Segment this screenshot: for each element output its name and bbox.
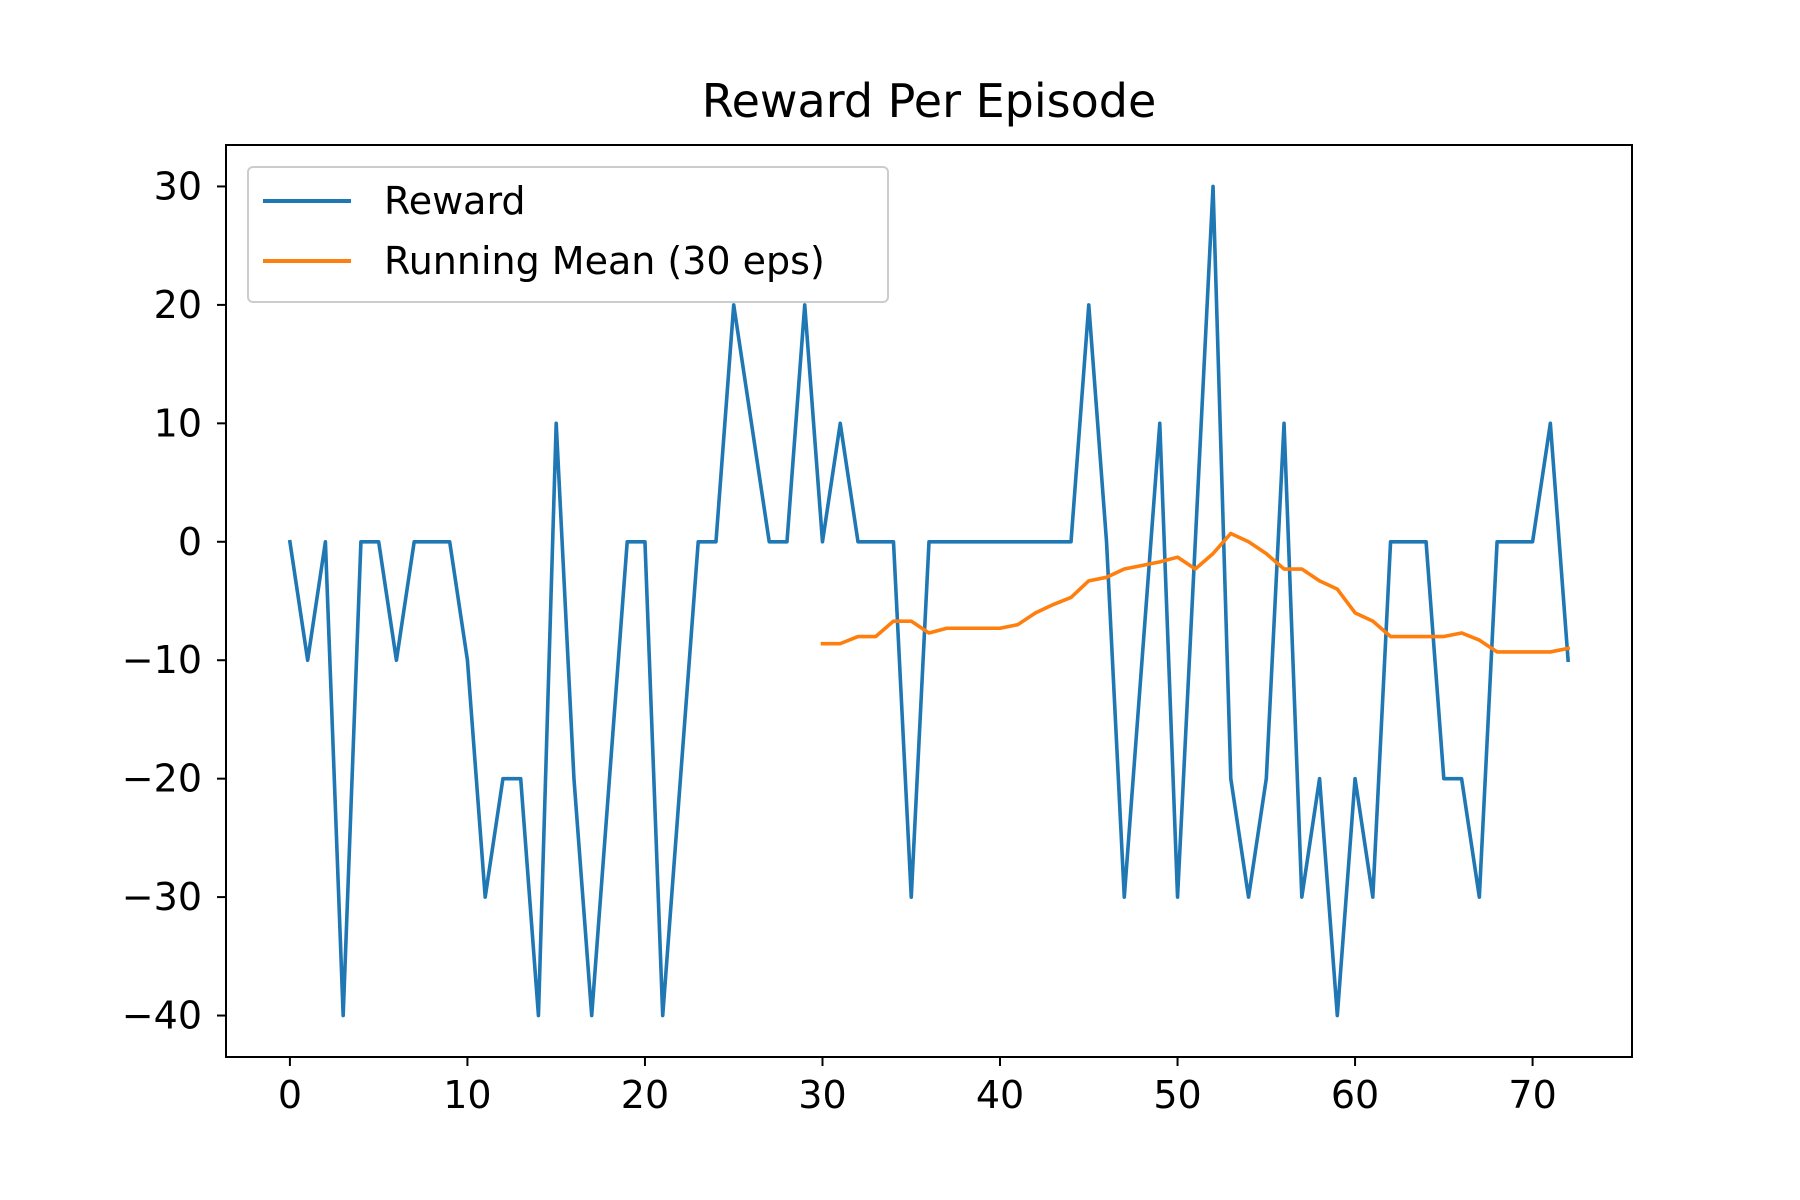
legend-label: Running Mean (30 eps) xyxy=(384,239,825,283)
y-tick-label: −30 xyxy=(122,875,202,919)
legend: Reward Running Mean (30 eps) xyxy=(247,166,889,303)
x-tick-label: 0 xyxy=(278,1073,302,1117)
x-tick-label: 60 xyxy=(1331,1073,1379,1117)
y-tick-label: 10 xyxy=(154,401,202,445)
legend-box xyxy=(247,166,889,303)
chart-title: Reward Per Episode xyxy=(702,74,1157,128)
series-line-reward xyxy=(287,184,1571,1018)
y-tick-label: 20 xyxy=(154,283,202,327)
y-tick-label: −20 xyxy=(122,757,202,801)
y-tick-label: 0 xyxy=(178,520,202,564)
x-tick-label: 30 xyxy=(798,1073,846,1117)
x-tick-label: 40 xyxy=(976,1073,1024,1117)
x-tick-label: 50 xyxy=(1153,1073,1201,1117)
plot-area xyxy=(287,184,1571,1018)
y-tick-label: 30 xyxy=(154,164,202,208)
x-axis: 0 10 20 30 40 50 60 70 xyxy=(278,1057,1557,1117)
y-tick-label: −10 xyxy=(122,638,202,682)
y-axis: 30 20 10 0 −10 −20 −30 −40 xyxy=(122,164,226,1038)
x-tick-label: 20 xyxy=(621,1073,669,1117)
axes-border xyxy=(225,144,1633,1058)
y-tick-label: −40 xyxy=(122,994,202,1038)
x-tick-label: 10 xyxy=(443,1073,491,1117)
series-line-running-mean-30-eps xyxy=(820,531,1571,654)
x-tick-label: 70 xyxy=(1508,1073,1556,1117)
legend-label: Reward xyxy=(384,179,526,223)
axes-frame xyxy=(225,144,1633,1058)
